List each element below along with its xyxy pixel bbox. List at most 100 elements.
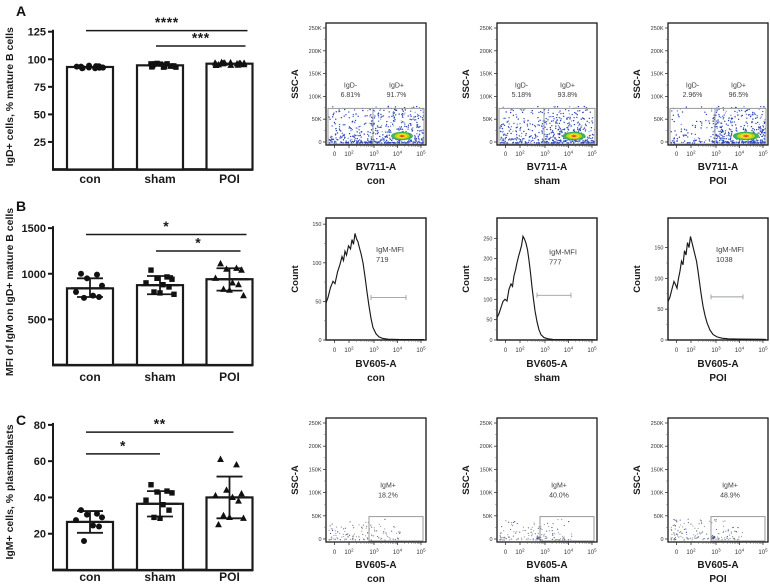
svg-text:*: *	[195, 234, 201, 250]
svg-text:80: 80	[34, 420, 46, 432]
flow-cell-a-sham: IgD- 5.18% IgD+ 93.8% 0 50K 100K 150K 200K 250K 0 1…	[429, 0, 600, 195]
svg-text:250K: 250K	[480, 26, 493, 32]
svg-text:250K: 250K	[480, 421, 493, 427]
svg-text:100K: 100K	[480, 491, 493, 497]
svg-text:BV605-A: BV605-A	[697, 359, 738, 370]
svg-text:0: 0	[318, 537, 321, 543]
flow-cell-b-con: IgM-MFI 719 0 50 100 150 0 102 103 104 105 Count BV6…	[258, 195, 429, 390]
dot-plot-bv711-poi: IgD- 2.96% IgD+ 96.5% 0 50K 100K 150K 200K 250K 0 1…	[600, 0, 770, 195]
svg-text:103: 103	[369, 150, 379, 159]
svg-text:100: 100	[312, 261, 321, 267]
svg-text:105: 105	[587, 346, 597, 355]
svg-text:200K: 200K	[651, 49, 664, 55]
flow-cell-c-poi: IgM+ 48.9% 0 50K 100K 150K 200K 250K 0 102 103 104 1…	[600, 390, 770, 587]
svg-text:BV605-A: BV605-A	[526, 359, 567, 370]
svg-text:sham: sham	[144, 570, 175, 584]
svg-text:IgD-: IgD-	[686, 83, 700, 90]
svg-text:102: 102	[344, 548, 354, 557]
svg-text:100K: 100K	[309, 491, 322, 497]
svg-text:100K: 100K	[309, 94, 322, 100]
svg-text:0: 0	[504, 550, 508, 556]
svg-text:Count: Count	[632, 264, 643, 292]
svg-text:50K: 50K	[654, 514, 664, 520]
svg-text:50: 50	[34, 109, 46, 121]
svg-text:104: 104	[393, 346, 403, 355]
svg-text:con: con	[367, 574, 385, 585]
svg-text:104: 104	[564, 548, 574, 557]
svg-text:150K: 150K	[480, 467, 493, 473]
svg-text:102: 102	[515, 150, 525, 159]
svg-text:IgM-MFI: IgM-MFI	[376, 245, 404, 254]
svg-text:104: 104	[393, 548, 403, 557]
svg-text:105: 105	[587, 548, 597, 557]
svg-text:0: 0	[489, 140, 492, 146]
svg-text:sham: sham	[144, 172, 175, 186]
scatter-dots	[670, 105, 767, 144]
svg-text:100: 100	[654, 276, 663, 282]
svg-text:IgM-MFI: IgM-MFI	[716, 245, 744, 254]
bar-chart-igd-percent: 25 50 75 100 125 IgD+ cells, % mature B cells…	[0, 0, 258, 195]
panel-a-letter: A	[16, 3, 27, 19]
svg-text:con: con	[79, 570, 100, 584]
svg-text:103: 103	[711, 548, 721, 557]
svg-text:6.81%: 6.81%	[341, 92, 361, 99]
svg-text:POI: POI	[219, 570, 240, 584]
histogram-bv605-con: IgM-MFI 719 0 50 100 150 0 102 103 104 105 Count BV6…	[258, 195, 429, 390]
svg-text:104: 104	[564, 346, 574, 355]
histogram-bv605-poi: IgM-MFI 1038 0 50 100 150 0 102 103 104 105 Count BV…	[600, 195, 770, 390]
panel-a-bar-cell: A 25 50 75 100 125 IgD+ cells, % mature B cel…	[0, 0, 258, 195]
gates	[539, 516, 595, 542]
plot-frame	[667, 417, 769, 543]
panel-b-row: B 500 1000 1500 MFI of IgM on IgD+ mature B…	[0, 195, 770, 390]
svg-text:**: **	[154, 416, 166, 432]
svg-text:105: 105	[758, 150, 768, 159]
svg-text:sham: sham	[534, 176, 560, 187]
flow-cell-b-sham: IgM-MFI 777 0 50 100 150 200 250 0 102 103 104 105 Co…	[429, 195, 600, 390]
svg-text:102: 102	[515, 346, 525, 355]
svg-text:60: 60	[34, 456, 46, 468]
svg-text:104: 104	[735, 548, 745, 557]
svg-text:250K: 250K	[309, 26, 322, 32]
plot-frame	[325, 217, 427, 341]
svg-text:103: 103	[369, 346, 379, 355]
svg-text:POI: POI	[709, 574, 726, 585]
plot-frame	[325, 417, 427, 543]
flow-cell-a-con: IgD- 6.81% IgD+ 91.7% 0 50K 100K 150K 200K 250K 0 1…	[258, 0, 429, 195]
svg-text:0: 0	[660, 537, 663, 543]
svg-text:102: 102	[686, 346, 696, 355]
range-gate	[370, 295, 407, 301]
svg-text:18.2%: 18.2%	[378, 492, 398, 499]
svg-text:50K: 50K	[483, 117, 493, 123]
svg-text:200: 200	[483, 257, 492, 263]
svg-text:103: 103	[369, 548, 379, 557]
svg-text:105: 105	[416, 548, 426, 557]
svg-text:SSC-A: SSC-A	[461, 465, 472, 495]
svg-text:con: con	[367, 176, 385, 187]
svg-text:40.0%: 40.0%	[549, 492, 569, 499]
histogram-curve	[667, 236, 767, 340]
svg-text:SSC-A: SSC-A	[632, 69, 643, 99]
bar-con	[65, 287, 115, 367]
svg-text:250: 250	[483, 236, 492, 242]
svg-text:150K: 150K	[651, 467, 664, 473]
flow-cell-b-poi: IgM-MFI 1038 0 50 100 150 0 102 103 104 105 Count BV…	[600, 195, 770, 390]
svg-text:SSC-A: SSC-A	[461, 69, 472, 99]
plot-frame	[667, 217, 769, 341]
svg-text:****: ****	[155, 14, 179, 30]
bar-con	[65, 65, 115, 171]
svg-text:***: ***	[192, 30, 210, 46]
svg-text:0: 0	[660, 338, 663, 344]
svg-text:50: 50	[657, 307, 663, 313]
svg-text:103: 103	[711, 150, 721, 159]
svg-text:105: 105	[416, 150, 426, 159]
svg-text:50K: 50K	[483, 514, 493, 520]
svg-text:25: 25	[34, 137, 46, 149]
svg-text:103: 103	[540, 548, 550, 557]
bar-POI	[205, 62, 254, 171]
svg-text:SSC-A: SSC-A	[632, 465, 643, 495]
svg-text:50K: 50K	[312, 514, 322, 520]
svg-text:500: 500	[28, 314, 46, 326]
svg-text:200K: 200K	[309, 444, 322, 450]
